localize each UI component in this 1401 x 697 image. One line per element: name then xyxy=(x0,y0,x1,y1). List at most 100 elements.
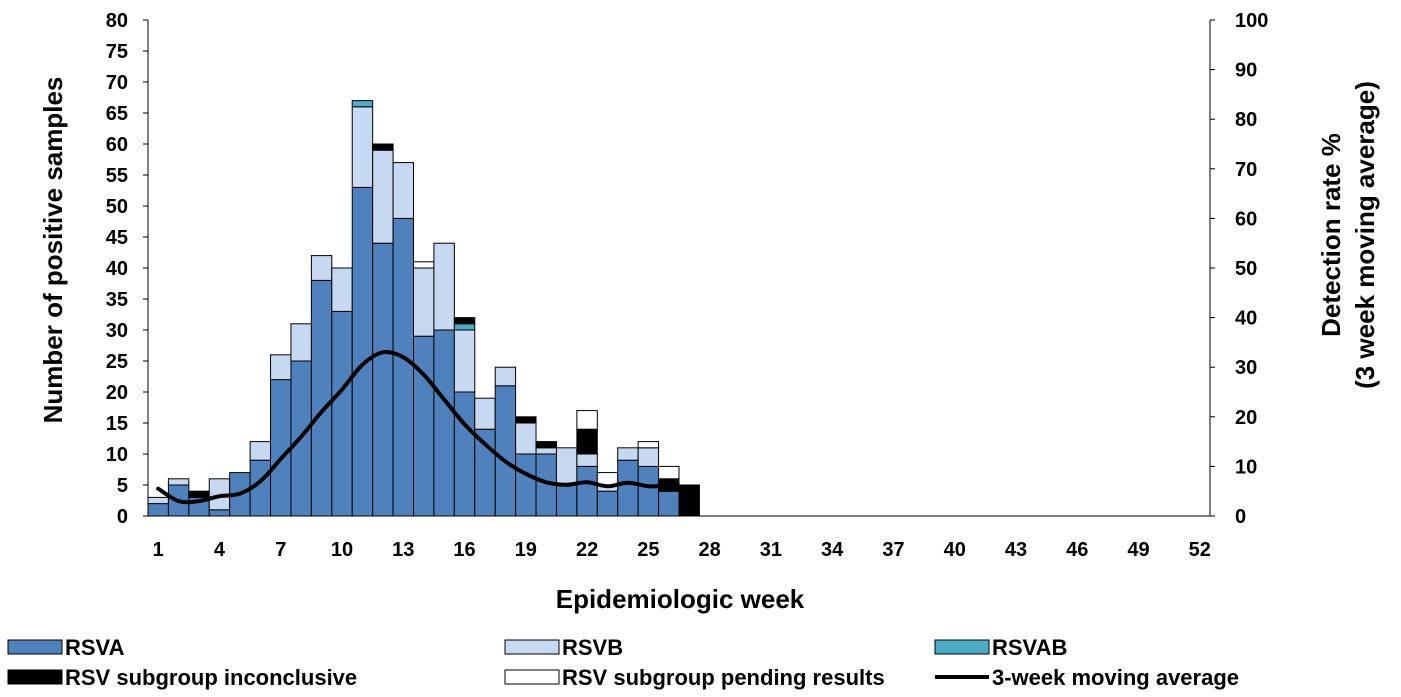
bar-segment-rsvb-week-12 xyxy=(372,149,394,244)
y2-tick-label: 70 xyxy=(1235,159,1257,181)
bar-segment-rsvab-week-11 xyxy=(351,100,374,108)
y2-tick-label: 60 xyxy=(1235,208,1257,230)
x-tick-label: 4 xyxy=(214,539,226,561)
axes: 0 5 10 15 20 25 30 35 40 45 50 55 60 65 70 75 80 0 10 20 30 4… xyxy=(106,10,1269,561)
bar-segment-rsvb-week-22 xyxy=(576,453,598,467)
y-tick-label: 10 xyxy=(106,444,128,466)
y-tick-label: 20 xyxy=(106,382,128,404)
bar-segment-rsv-subgroup-inconclusive-week-22 xyxy=(576,428,598,455)
bar-segment-rsv-subgroup-pending-results-week-25 xyxy=(637,441,660,449)
y2-tick-label: 100 xyxy=(1235,10,1268,32)
bar-segment-rsva-week-15 xyxy=(433,329,455,517)
x-tick-label: 22 xyxy=(576,539,598,561)
y2-tick-label: 30 xyxy=(1235,357,1257,379)
x-tick-label: 19 xyxy=(515,539,537,561)
bar-segment-rsva-week-21 xyxy=(555,484,578,517)
y-tick-label: 0 xyxy=(117,506,128,528)
bar-segment-rsv-subgroup-pending-results-week-14 xyxy=(413,261,435,269)
bar-segment-rsva-week-23 xyxy=(596,490,619,517)
legend-swatch-rsvb xyxy=(504,639,560,655)
y-tick-label: 50 xyxy=(106,196,128,218)
bar-segment-rsva-week-4 xyxy=(208,509,231,517)
y2-tick-label: 80 xyxy=(1235,109,1257,131)
bar-segment-rsvb-week-15 xyxy=(433,242,455,331)
bar-segment-rsva-week-18 xyxy=(494,385,517,517)
bar-segment-rsva-week-24 xyxy=(617,459,639,517)
y2-tick-label: 50 xyxy=(1235,258,1257,280)
bar-segment-rsv-subgroup-inconclusive-week-12 xyxy=(372,143,394,151)
y-tick-label: 40 xyxy=(106,258,128,280)
y-tick-label: 30 xyxy=(106,320,128,342)
bar-segment-rsvb-week-2 xyxy=(167,478,190,486)
legend-label-rsv-subgroup-inconclusive: RSV subgroup inconclusive xyxy=(65,665,357,690)
y-tick-label: 75 xyxy=(106,41,128,63)
bar-segment-rsvb-week-24 xyxy=(617,447,639,461)
bar-segment-rsvb-week-6 xyxy=(249,441,272,461)
x-tick-label: 49 xyxy=(1127,539,1149,561)
bar-segment-rsva-week-22 xyxy=(576,465,598,517)
x-tick-label: 16 xyxy=(453,539,475,561)
x-tick-label: 28 xyxy=(699,539,721,561)
x-tick-label: 7 xyxy=(275,539,286,561)
bar-segment-rsva-week-11 xyxy=(351,186,374,517)
bar-segment-rsva-week-9 xyxy=(310,279,333,517)
y2-axis-title-line2: (3 week moving average) xyxy=(1350,81,1380,389)
bar-segment-rsvb-week-16 xyxy=(453,329,476,393)
legend-label-rsvab: RSVAB xyxy=(992,635,1067,660)
x-axis-title: Epidemiologic week xyxy=(556,584,805,614)
y2-tick-label: 20 xyxy=(1235,407,1257,429)
legend-label-rsvb: RSVB xyxy=(562,635,623,660)
legend-swatch-rsva xyxy=(7,639,63,655)
bar-segment-rsva-week-12 xyxy=(372,242,394,517)
y2-tick-label: 90 xyxy=(1235,60,1257,82)
bar-segment-rsv-subgroup-pending-results-week-26 xyxy=(658,465,680,480)
bar-segment-rsv-subgroup-inconclusive-week-16 xyxy=(453,317,476,325)
bar-segment-rsvab-week-16 xyxy=(453,323,476,331)
bar-segment-rsvb-week-20 xyxy=(535,447,557,455)
x-tick-label: 37 xyxy=(882,539,904,561)
bar-segment-rsvb-week-9 xyxy=(310,255,333,281)
y2-tick-label: 0 xyxy=(1235,506,1246,528)
y-tick-label: 70 xyxy=(106,72,128,94)
bar-segment-rsvb-week-25 xyxy=(637,447,660,467)
bar-segment-rsv-subgroup-pending-results-week-22 xyxy=(576,410,598,430)
legend-swatch-rsv-subgroup-inconclusive xyxy=(7,669,63,685)
y2-tick-label: 10 xyxy=(1235,456,1257,478)
y-tick-label: 55 xyxy=(106,165,128,187)
bar-segment-rsva-week-25 xyxy=(637,465,660,517)
y-axis-title: Number of positive samples xyxy=(38,77,68,424)
y-tick-label: 65 xyxy=(106,103,128,125)
y-tick-label: 15 xyxy=(106,413,128,435)
bar-segment-rsvb-week-10 xyxy=(331,267,353,312)
legend: RSVA RSVB RSVAB RSV subgroup inconclusive RS… xyxy=(7,635,1239,690)
y-tick-label: 25 xyxy=(106,351,128,373)
y2-tick-label: 40 xyxy=(1235,308,1257,330)
bar-segment-rsvb-week-19 xyxy=(515,422,537,455)
bars xyxy=(147,100,700,517)
y2-axis-title-line1: Detection rate % xyxy=(1316,133,1346,337)
y-tick-label: 45 xyxy=(106,227,128,249)
legend-label-rsva: RSVA xyxy=(65,635,125,660)
x-tick-label: 25 xyxy=(637,539,659,561)
bar-segment-rsva-week-14 xyxy=(413,335,435,517)
x-tick-label: 34 xyxy=(821,539,844,561)
bar-segment-rsva-week-10 xyxy=(331,310,353,517)
x-tick-label: 40 xyxy=(944,539,966,561)
bar-segment-rsvb-week-7 xyxy=(270,354,292,381)
bar-segment-rsvb-week-1 xyxy=(147,496,169,505)
x-tick-label: 46 xyxy=(1066,539,1088,561)
bar-segment-rsvb-week-8 xyxy=(290,323,312,362)
y-tick-label: 60 xyxy=(106,134,128,156)
bar-segment-rsva-week-13 xyxy=(392,217,414,517)
x-tick-label: 43 xyxy=(1005,539,1027,561)
legend-label-rsv-subgroup-pending-results: RSV subgroup pending results xyxy=(562,665,885,690)
bar-segment-rsv-subgroup-inconclusive-week-3 xyxy=(188,490,210,498)
y-tick-label: 35 xyxy=(106,289,128,311)
x-tick-label: 1 xyxy=(153,539,164,561)
bar-segment-rsvb-week-17 xyxy=(474,397,496,430)
moving-average-line xyxy=(156,350,692,505)
legend-label-3-week-moving-average: 3-week moving average xyxy=(992,665,1239,690)
bar-segment-rsvb-week-13 xyxy=(392,162,414,219)
bar-segment-rsva-week-19 xyxy=(515,453,537,517)
legend-swatch-rsvab xyxy=(934,639,990,655)
